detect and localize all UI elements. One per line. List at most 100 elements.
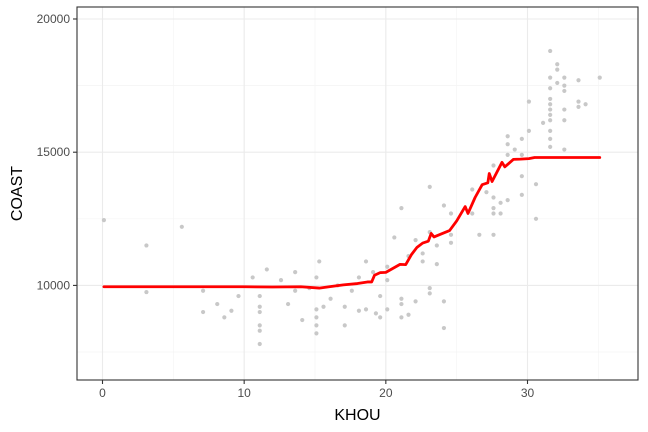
data-point xyxy=(562,107,567,112)
data-point xyxy=(200,288,206,293)
data-point xyxy=(222,315,227,320)
axes: 0 10 20 30 10000 15000 20000 xyxy=(37,12,535,400)
data-point xyxy=(378,293,383,299)
smooth-line-path xyxy=(102,156,602,290)
data-point xyxy=(434,243,439,248)
data-point xyxy=(314,331,319,336)
data-point xyxy=(555,80,560,86)
data-point xyxy=(576,99,581,104)
data-point xyxy=(399,315,404,320)
data-point xyxy=(314,275,319,280)
data-point xyxy=(385,307,390,312)
data-point xyxy=(370,269,376,275)
data-point xyxy=(257,293,262,299)
data-point xyxy=(548,136,553,141)
data-point xyxy=(293,269,298,275)
y-tick-label: 10000 xyxy=(37,278,71,292)
data-point xyxy=(314,307,319,312)
data-point xyxy=(519,152,524,157)
data-point xyxy=(526,128,532,133)
data-point xyxy=(498,200,503,205)
x-tick-label: 20 xyxy=(379,386,393,400)
data-point xyxy=(342,304,347,309)
data-point xyxy=(498,211,503,216)
data-point xyxy=(434,262,439,267)
data-point xyxy=(548,96,553,102)
data-point xyxy=(470,187,475,192)
data-point xyxy=(144,289,149,295)
data-point xyxy=(477,232,482,237)
data-point xyxy=(576,104,581,110)
data-point xyxy=(583,102,588,107)
data-point xyxy=(484,190,489,195)
data-point xyxy=(576,78,581,83)
data-point xyxy=(519,174,524,179)
data-point xyxy=(179,224,184,229)
data-point xyxy=(562,118,567,123)
y-tick-label: 20000 xyxy=(37,12,71,26)
data-point xyxy=(293,288,298,293)
data-point xyxy=(314,323,319,328)
smooth-line xyxy=(102,156,602,290)
y-axis-title: COAST xyxy=(9,166,26,221)
data-point xyxy=(363,307,369,312)
data-point xyxy=(491,211,496,216)
data-point xyxy=(399,301,404,307)
data-point xyxy=(441,299,447,304)
data-point xyxy=(257,341,262,347)
data-point xyxy=(427,184,432,189)
data-point xyxy=(441,325,447,331)
data-point xyxy=(363,259,369,264)
data-point xyxy=(540,120,546,125)
data-point xyxy=(491,163,496,168)
data-point xyxy=(562,83,567,88)
data-point xyxy=(441,203,447,208)
data-point xyxy=(555,62,560,67)
data-point xyxy=(378,315,383,320)
data-point xyxy=(257,328,262,333)
data-point xyxy=(526,99,532,104)
data-point xyxy=(399,206,404,211)
data-point xyxy=(342,323,347,328)
x-tick-label: 0 xyxy=(99,386,106,400)
data-point xyxy=(328,296,333,301)
data-point xyxy=(392,235,397,240)
data-point xyxy=(448,232,454,237)
panel-border xyxy=(76,6,639,381)
grid-lines xyxy=(77,7,638,380)
data-point xyxy=(548,107,553,112)
data-point xyxy=(356,308,362,313)
data-point xyxy=(512,147,517,152)
data-point xyxy=(427,291,432,296)
data-point xyxy=(448,211,454,216)
data-point xyxy=(491,232,496,237)
plot-panel xyxy=(77,7,638,380)
data-point xyxy=(257,304,262,309)
data-point xyxy=(321,304,326,309)
data-point xyxy=(533,182,539,187)
data-point xyxy=(144,243,149,248)
data-point xyxy=(470,211,475,216)
data-point xyxy=(519,136,524,141)
data-point xyxy=(505,198,510,203)
x-tick-label: 30 xyxy=(521,386,535,400)
data-point xyxy=(356,275,362,280)
data-point xyxy=(519,192,524,197)
data-point xyxy=(257,323,262,328)
y-tick-label: 15000 xyxy=(37,145,71,159)
data-point xyxy=(300,317,305,323)
data-point xyxy=(491,195,496,200)
data-point xyxy=(373,311,379,316)
data-point xyxy=(420,259,425,264)
data-point xyxy=(413,299,418,304)
data-point xyxy=(562,88,567,94)
data-point xyxy=(264,267,269,272)
data-point xyxy=(285,301,291,307)
data-point xyxy=(399,296,404,301)
data-point xyxy=(505,152,510,157)
data-point xyxy=(385,277,390,283)
data-point xyxy=(317,259,322,264)
data-point xyxy=(548,112,553,118)
data-point xyxy=(236,293,241,299)
